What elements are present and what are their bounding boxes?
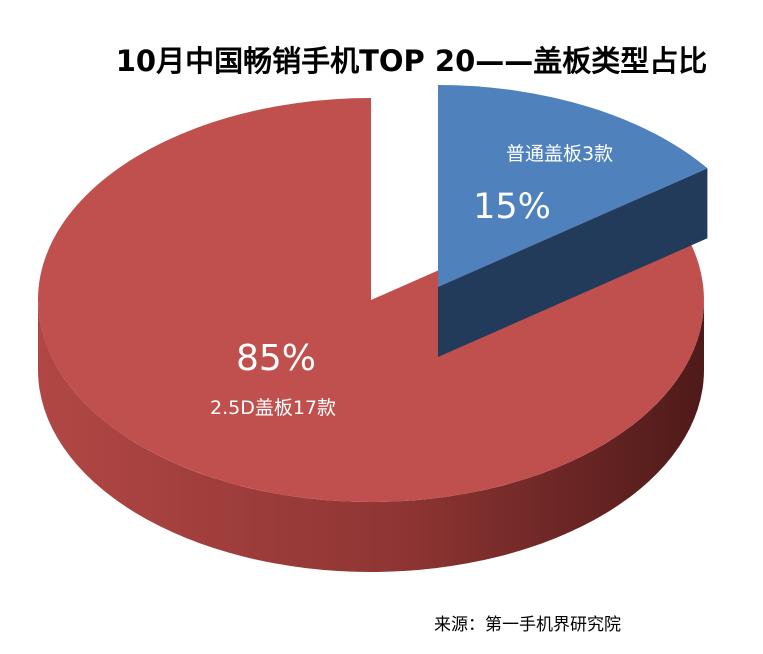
pie-slice-2-5d-side (38, 300, 704, 572)
slice-label-2-5d-count: 2.5D盖板17款 (210, 397, 336, 419)
slice-label-normal-count: 普通盖板3款 (506, 143, 613, 165)
pie-slice-normal-cover (438, 85, 708, 357)
pie-slice-2-5d-top (37, 98, 704, 502)
pie-slice-normal-face (438, 168, 708, 357)
pie-slice-normal-top (438, 85, 708, 287)
chart-title: 10月中国畅销手机TOP 20——盖板类型占比 (115, 44, 708, 78)
slice-label-normal-percent: 15% (473, 187, 551, 227)
chart-source: 来源：第一手机界研究院 (434, 615, 621, 635)
pie-slice-2-5d (37, 98, 704, 572)
slice-label-2-5d-percent: 85% (236, 338, 316, 379)
